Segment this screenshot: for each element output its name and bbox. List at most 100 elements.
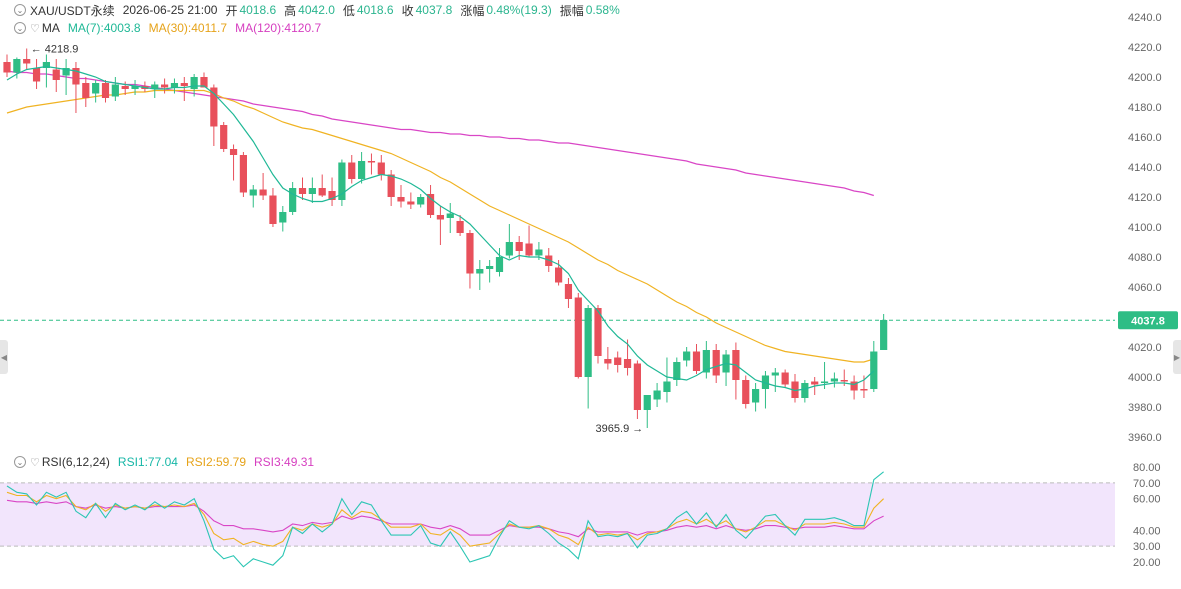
- candle-down: [594, 308, 602, 356]
- candle-down: [545, 255, 553, 266]
- candle-up: [820, 381, 829, 383]
- candle-up: [535, 249, 543, 256]
- candle-up: [279, 212, 287, 223]
- candle-down: [387, 174, 395, 197]
- price-tick-label: 4100.0: [1128, 222, 1162, 234]
- close-value: 4037.8: [415, 3, 453, 17]
- price-tick-label: 3980.0: [1128, 402, 1162, 414]
- ma120-value: MA(120):4120.7: [235, 21, 322, 35]
- candle-up: [683, 351, 691, 361]
- ma7-value: MA(7):4003.8: [67, 21, 141, 35]
- candle-down: [407, 201, 415, 205]
- candle-down: [781, 372, 789, 385]
- symbol-label[interactable]: XAU/USDT永续: [30, 3, 115, 18]
- rsi-tick-label: 20.00: [1133, 557, 1161, 569]
- candle-down: [515, 242, 523, 251]
- rsi-tick-label: 60.00: [1133, 494, 1161, 506]
- candle-down: [466, 233, 474, 274]
- candle-up: [249, 189, 257, 196]
- candle-up: [870, 351, 878, 389]
- scroll-right-handle[interactable]: ▶: [1173, 340, 1181, 374]
- candle-down: [298, 188, 307, 194]
- rsi-tick-label: 30.00: [1133, 541, 1161, 553]
- candle-down: [161, 84, 169, 88]
- candle-up: [417, 197, 425, 205]
- candle-up: [358, 161, 366, 179]
- rsi-label: RSI(6,12,24): [41, 455, 110, 469]
- candle-up: [190, 77, 198, 89]
- rsi-legend: ⌄ ♡ RSI(6,12,24) RSI1:77.04 RSI2:59.79 R…: [0, 454, 322, 470]
- candle-down: [623, 359, 632, 368]
- chevron-down-icon[interactable]: ⌄: [14, 22, 26, 34]
- high-annotation: ← 4218.9: [31, 44, 79, 56]
- candle-up: [308, 188, 316, 194]
- candle-down: [259, 189, 267, 196]
- candle-down: [180, 83, 188, 86]
- open-value: 4018.6: [239, 3, 277, 17]
- price-tick-label: 4080.0: [1128, 252, 1162, 264]
- ma-legend: ⌄ ♡ MA MA(7):4003.8 MA(30):4011.7 MA(120…: [0, 20, 329, 36]
- last-price-label: 4037.8: [1131, 315, 1165, 327]
- candle-down: [72, 68, 80, 85]
- candle-down: [121, 86, 129, 89]
- candle-up: [663, 381, 671, 392]
- candle-up: [476, 269, 484, 274]
- price-tick-label: 4200.0: [1128, 72, 1162, 84]
- scroll-left-handle[interactable]: ◀: [0, 340, 8, 374]
- candle-down: [712, 350, 720, 376]
- candle-down: [811, 381, 819, 385]
- candle-down: [348, 162, 356, 179]
- close-label: 收: [401, 3, 414, 18]
- candle-down: [860, 389, 868, 391]
- candle-up: [771, 372, 779, 376]
- candle-up: [13, 59, 21, 73]
- candle-down: [791, 381, 799, 398]
- rsi2-value: RSI2:59.79: [185, 455, 247, 469]
- last-price-badge: [1118, 311, 1178, 330]
- candle-up: [673, 362, 681, 380]
- rsi-tick-label: 70.00: [1133, 478, 1161, 490]
- rsi3-value: RSI3:49.31: [254, 455, 315, 469]
- candle-down: [850, 381, 858, 391]
- ma7-line: [6, 65, 875, 392]
- candle-down: [220, 125, 228, 149]
- candle-down: [239, 155, 247, 193]
- candle-up: [486, 266, 494, 269]
- candle-down: [633, 363, 641, 410]
- candle-down: [52, 69, 60, 80]
- price-tick-label: 4240.0: [1128, 12, 1162, 24]
- price-tick-label: 4000.0: [1128, 372, 1162, 384]
- candle-down: [742, 380, 750, 404]
- ma30-line: [6, 89, 874, 363]
- candle-down: [456, 221, 464, 233]
- bell-icon[interactable]: ♡: [30, 22, 40, 35]
- ohlc-header: ⌄ XAU/USDT永续 2026-06-25 21:00 开 4018.6 高…: [0, 2, 628, 18]
- candle-down: [318, 188, 326, 196]
- rsi-tick-label: 80.00: [1133, 462, 1161, 474]
- candle-up: [289, 188, 297, 212]
- candle-down: [555, 267, 563, 283]
- candle-down: [229, 149, 238, 155]
- change-value: 0.48%(19.3): [486, 3, 552, 17]
- candle-up: [92, 83, 100, 94]
- price-tick-label: 4180.0: [1128, 102, 1162, 114]
- candle-up: [446, 213, 454, 218]
- candle-up: [42, 62, 50, 68]
- open-label: 开: [225, 3, 238, 18]
- low-value: 4018.6: [356, 3, 394, 17]
- bell-icon[interactable]: ♡: [30, 456, 40, 469]
- high-label: 高: [284, 3, 297, 18]
- candle-up: [338, 162, 346, 200]
- candle-down: [23, 59, 31, 64]
- candle-down: [436, 215, 444, 220]
- candle-down: [614, 357, 622, 365]
- candle-up: [830, 378, 838, 382]
- chevron-down-icon[interactable]: ⌄: [14, 4, 26, 16]
- chevron-down-icon[interactable]: ⌄: [14, 456, 26, 468]
- candle-down: [82, 83, 90, 98]
- low-annotation: 3965.9 →: [596, 423, 644, 435]
- high-value: 4042.0: [298, 3, 335, 17]
- candle-down: [525, 243, 533, 256]
- candle-down: [564, 284, 573, 299]
